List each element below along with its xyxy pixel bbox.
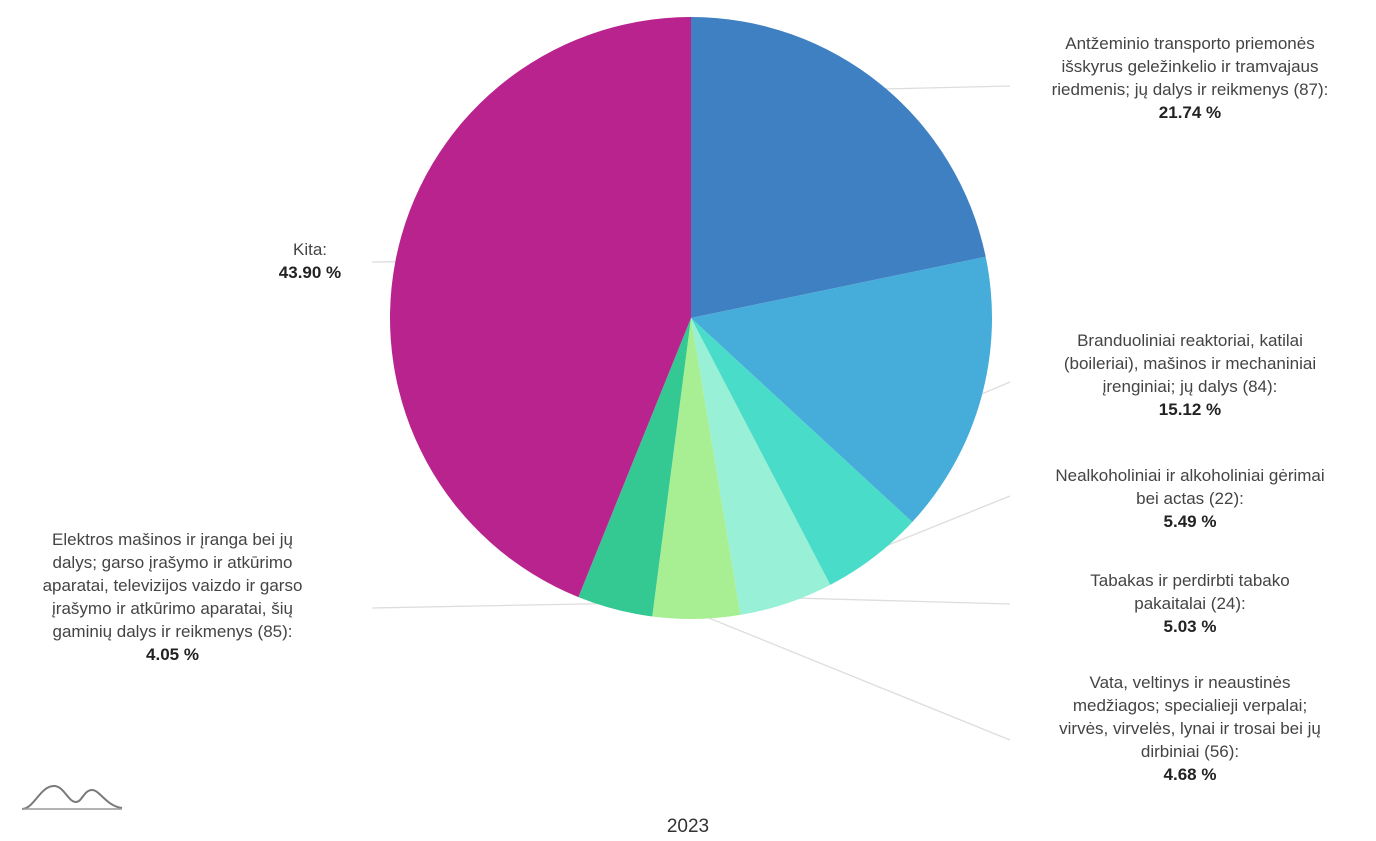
- slice-label-electrical: Elektros mašinos ir įranga bei jų dalys;…: [0, 528, 345, 666]
- label-line: Nealkoholiniai ir alkoholiniai gėrimai: [1055, 466, 1325, 485]
- label-line: Antžeminio transporto priemonės: [1065, 34, 1315, 53]
- leader-line: [870, 495, 1011, 553]
- slice-transport: [691, 17, 986, 318]
- label-line: riedmenis; jų dalys ir reikmenys (87):: [1051, 80, 1329, 99]
- leader-lines: [371, 85, 1011, 741]
- slice-value: 4.05 %: [146, 645, 199, 664]
- slice-value: 5.03 %: [1163, 617, 1217, 636]
- leader-line: [877, 85, 1011, 90]
- slice-label-reactors: Branduoliniai reaktoriai, katilai (boile…: [1010, 329, 1370, 421]
- slice-label-beverages: Nealkoholiniai ir alkoholiniai gėrimai b…: [1010, 464, 1370, 533]
- label-line: Tabakas ir perdirbti tabako: [1090, 571, 1290, 590]
- pie-slices: [389, 17, 992, 619]
- leader-line: [784, 597, 1011, 605]
- slice-label-transport: Antžeminio transporto priemonės išskyrus…: [1010, 32, 1370, 124]
- year-label: 2023: [666, 816, 710, 837]
- slice-beverages: [691, 318, 913, 585]
- label-line: įrenginiai; jų dalys (84):: [1102, 377, 1278, 396]
- label-line: bei actas (22):: [1136, 489, 1244, 508]
- label-line: gaminių dalys ir reikmenys (85):: [52, 622, 293, 641]
- slice-reactors: [691, 256, 992, 523]
- slice-label-tobacco: Tabakas ir perdirbti tabako pakaitalai (…: [1010, 569, 1370, 638]
- slice-wadding: [652, 318, 741, 619]
- slice-other: [389, 17, 691, 598]
- slice-value: 5.49 %: [1163, 512, 1217, 531]
- slice-electrical: [578, 318, 691, 617]
- slice-value: 43.90 %: [278, 263, 342, 282]
- label-line: įrašymo ir atkūrimo aparatai, šių: [52, 599, 293, 618]
- label-line: dalys; garso įrašymo ir atkūrimo: [52, 553, 293, 572]
- slice-value: 15.12 %: [1158, 400, 1222, 419]
- label-line: (boileriai), mašinos ir mechaniniai: [1063, 354, 1317, 373]
- leader-line: [371, 602, 617, 609]
- slice-value: 21.74 %: [1158, 103, 1222, 122]
- slice-value: 4.68 %: [1163, 765, 1217, 784]
- label-line: virvės, virvelės, lynai ir trosai bei jų: [1059, 719, 1321, 738]
- leader-line: [696, 612, 1011, 741]
- slice-label-other: Kita: 43.90 %: [230, 238, 390, 284]
- slice-tobacco: [691, 318, 831, 615]
- wave-logo-icon: [21, 784, 123, 810]
- label-line: išskyrus geležinkelio ir tramvajaus: [1061, 57, 1319, 76]
- label-line: dirbiniai (56):: [1140, 742, 1240, 761]
- slice-label-wadding: Vata, veltinys ir neaustinės medžiagos; …: [1010, 671, 1370, 786]
- label-line: pakaitalai (24):: [1134, 594, 1246, 613]
- label-line: Elektros mašinos ir įranga bei jų: [52, 530, 293, 549]
- label-line: aparatai, televizijos vaizdo ir garso: [42, 576, 303, 595]
- label-line: Branduoliniai reaktoriai, katilai: [1077, 331, 1303, 350]
- label-line: Vata, veltinys ir neaustinės: [1089, 673, 1291, 692]
- label-line: medžiagos; specialieji verpalai;: [1072, 696, 1308, 715]
- label-line: Kita:: [292, 240, 328, 259]
